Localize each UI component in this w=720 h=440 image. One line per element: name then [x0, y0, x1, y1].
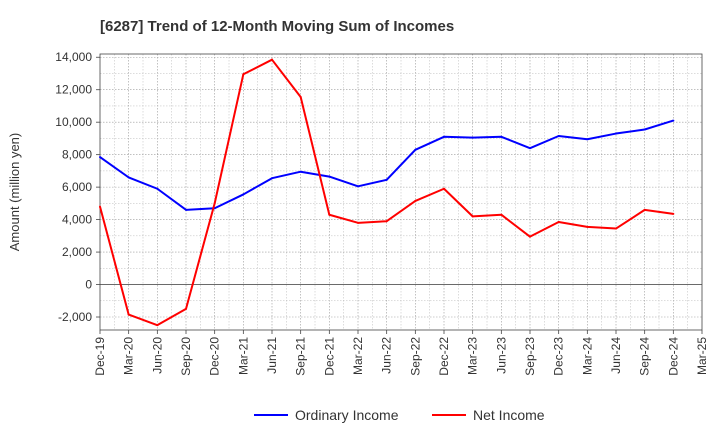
- data-point-ordinary-income: [156, 187, 159, 190]
- data-point-ordinary-income: [672, 119, 675, 122]
- y-tick-label: 12,000: [55, 83, 92, 97]
- y-axis: 14,000 12,000 10,000 8,000 6,000 4,000 2,000 0 -…: [55, 50, 100, 324]
- data-point-ordinary-income: [271, 177, 273, 180]
- legend-label-ordinary-income: Ordinary Income: [295, 407, 399, 423]
- x-tick-label: Mar-25: [695, 337, 709, 375]
- plot-frame: [99, 53, 703, 331]
- y-tick-label: 4,000: [62, 213, 92, 227]
- x-tick-label: Jun-22: [380, 337, 394, 374]
- data-point-net-income: [328, 213, 331, 216]
- x-tick-label: Mar-21: [236, 337, 250, 375]
- data-point-net-income: [156, 324, 159, 327]
- data-point-ordinary-income: [99, 156, 101, 159]
- y-tick-label: 2,000: [62, 245, 92, 259]
- data-point-ordinary-income: [557, 134, 560, 137]
- data-point-ordinary-income: [357, 185, 359, 188]
- x-axis: Dec-19 Mar-20 Jun-20 Sep-20 Dec-20 Mar-21 Jun-…: [93, 330, 709, 376]
- data-point-net-income: [385, 220, 388, 223]
- x-tick-label: Mar-24: [580, 337, 594, 375]
- y-axis-label: Amount (million yen): [7, 133, 22, 252]
- x-tick-label: Sep-21: [294, 337, 308, 376]
- data-point-net-income: [127, 313, 130, 316]
- data-point-net-income: [557, 221, 560, 224]
- data-point-net-income: [99, 205, 101, 208]
- x-tick-label: Sep-23: [523, 337, 537, 376]
- data-point-ordinary-income: [529, 147, 531, 150]
- data-point-net-income: [443, 187, 445, 190]
- x-tick-label: Dec-20: [208, 337, 222, 376]
- x-tick-label: Mar-22: [351, 337, 365, 375]
- data-point-ordinary-income: [443, 135, 445, 138]
- x-tick-label: Dec-21: [322, 337, 336, 376]
- data-point-ordinary-income: [242, 193, 245, 196]
- data-point-ordinary-income: [500, 135, 503, 138]
- x-tick-label: Dec-23: [552, 337, 566, 376]
- x-tick-label: Dec-22: [437, 337, 451, 376]
- data-point-net-income: [213, 202, 216, 205]
- data-point-ordinary-income: [643, 128, 646, 131]
- series-layer: [99, 58, 675, 327]
- data-point-net-income: [271, 58, 273, 61]
- data-point-net-income: [299, 96, 302, 99]
- data-point-net-income: [615, 227, 617, 230]
- data-point-ordinary-income: [385, 178, 388, 181]
- data-point-net-income: [185, 307, 187, 310]
- y-tick-label: -2,000: [58, 310, 92, 324]
- x-tick-label: Dec-24: [666, 337, 680, 376]
- x-tick-label: Sep-22: [408, 337, 422, 376]
- x-tick-label: Dec-19: [93, 337, 107, 376]
- x-tick-label: Mar-23: [466, 337, 480, 375]
- x-tick-label: Jun-23: [494, 337, 508, 374]
- data-point-ordinary-income: [328, 175, 331, 178]
- legend-label-net-income: Net Income: [473, 407, 545, 423]
- y-tick-label: 8,000: [62, 148, 92, 162]
- data-point-net-income: [242, 73, 245, 76]
- data-point-net-income: [586, 225, 589, 228]
- data-point-ordinary-income: [471, 136, 474, 139]
- x-tick-label: Jun-20: [150, 337, 164, 374]
- data-point-ordinary-income: [586, 138, 589, 141]
- data-point-net-income: [643, 208, 646, 211]
- x-tick-label: Jun-21: [265, 337, 279, 374]
- data-point-ordinary-income: [127, 176, 130, 179]
- x-tick-label: Mar-20: [122, 337, 136, 375]
- data-point-net-income: [500, 213, 503, 216]
- data-point-net-income: [357, 221, 359, 224]
- y-tick-label: 6,000: [62, 180, 92, 194]
- x-tick-label: Sep-20: [179, 337, 193, 376]
- y-tick-label: 0: [85, 278, 92, 292]
- chart-title: [6287] Trend of 12-Month Moving Sum of I…: [100, 18, 454, 35]
- data-point-net-income: [672, 212, 675, 215]
- data-point-ordinary-income: [299, 170, 302, 173]
- legend: Ordinary Income Net Income: [254, 407, 545, 423]
- x-tick-label: Sep-24: [638, 337, 652, 376]
- data-point-net-income: [529, 235, 531, 238]
- y-tick-label: 14,000: [55, 50, 92, 64]
- y-tick-label: 10,000: [55, 115, 92, 129]
- data-point-ordinary-income: [185, 208, 187, 211]
- data-point-net-income: [471, 215, 474, 218]
- data-point-net-income: [414, 199, 417, 202]
- data-point-ordinary-income: [414, 148, 417, 151]
- data-point-ordinary-income: [615, 132, 617, 135]
- x-tick-label: Jun-24: [609, 337, 623, 374]
